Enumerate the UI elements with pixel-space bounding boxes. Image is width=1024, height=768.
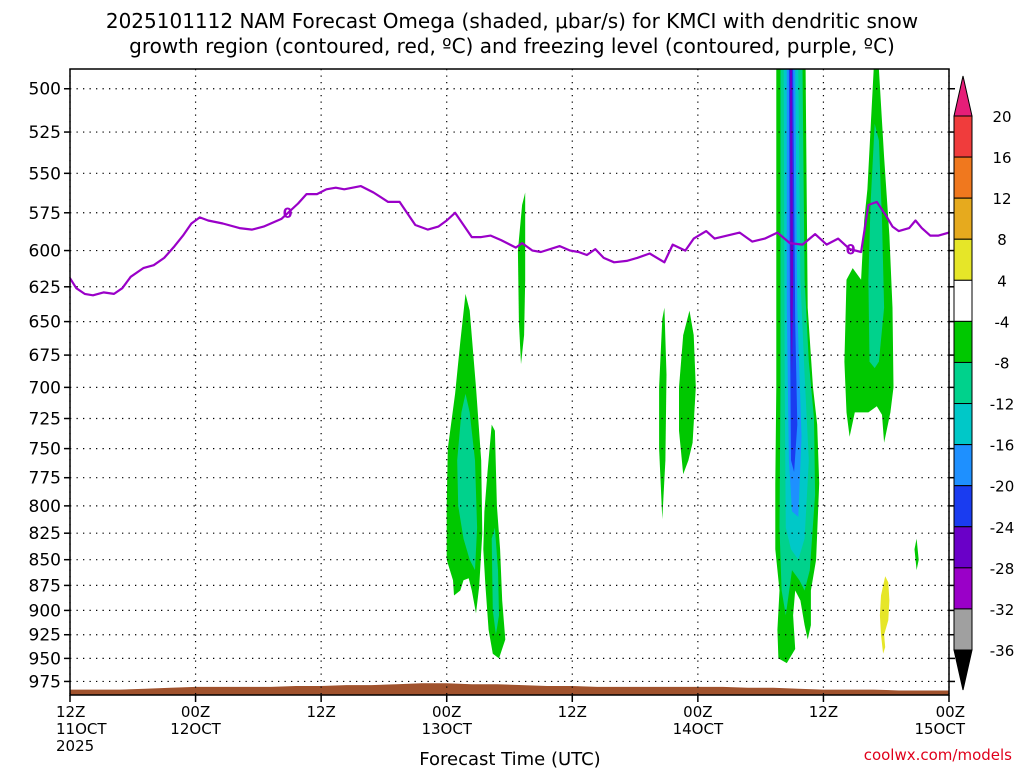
x-tick-label-60-2: 14OCT bbox=[673, 720, 724, 738]
y-tick-label-575: 575 bbox=[29, 204, 61, 224]
omega-region-3 bbox=[491, 527, 499, 635]
freezing-level-label-0: 0 bbox=[283, 206, 293, 222]
x-tick-label-12-1: 00Z bbox=[181, 703, 210, 721]
colorbar-label-0: 20 bbox=[992, 108, 1011, 126]
colorbar-bin-7 bbox=[953, 403, 973, 446]
colorbar-label-7: -12 bbox=[990, 396, 1015, 414]
colorbar-bottom-triangle bbox=[953, 649, 973, 691]
y-tick-label-700: 700 bbox=[29, 378, 61, 398]
x-tick-label-36-1: 00Z bbox=[432, 703, 461, 721]
omega-region-12 bbox=[789, 69, 794, 375]
y-tick-label-850: 850 bbox=[29, 551, 61, 571]
y-tick-label-600: 600 bbox=[29, 242, 61, 262]
omega-region-14 bbox=[868, 123, 885, 369]
colorbar-label-4: 4 bbox=[997, 272, 1007, 290]
x-tick-label-24-1: 12Z bbox=[306, 703, 335, 721]
y-tick-label-550: 550 bbox=[29, 164, 61, 184]
y-tick-label-750: 750 bbox=[29, 440, 61, 460]
y-tick-label-625: 625 bbox=[29, 278, 61, 298]
x-tick-label-0-3: 2025 bbox=[56, 737, 94, 755]
plot-frame bbox=[69, 68, 950, 696]
colorbar-bin-9 bbox=[953, 485, 973, 528]
credit-link[interactable]: coolwx.com/models bbox=[864, 746, 1012, 764]
colorbar-label-3: 8 bbox=[997, 231, 1007, 249]
colorbar: 20 16 12 8 4 -4 -8 -12 -16 -20 -24 -28 -32 -36 bbox=[953, 75, 1015, 691]
y-tick-label-650: 650 bbox=[29, 313, 61, 333]
colorbar-bin-12 bbox=[953, 608, 973, 651]
colorbar-bin-0 bbox=[953, 115, 973, 158]
colorbar-label-10: -24 bbox=[990, 519, 1015, 537]
y-tick-label-925: 925 bbox=[29, 626, 61, 646]
x-tick-label-0-1: 12Z bbox=[56, 703, 85, 721]
x-tick-label-0-2: 11OCT bbox=[56, 720, 107, 738]
colorbar-bin-10 bbox=[953, 526, 973, 569]
colorbar-label-6: -8 bbox=[995, 354, 1010, 372]
omega-region-5 bbox=[659, 307, 667, 520]
y-tick-label-900: 900 bbox=[29, 601, 61, 621]
x-tick-label-12-2: 12OCT bbox=[170, 720, 221, 738]
colorbar-bin-1 bbox=[953, 156, 973, 199]
omega-region-1 bbox=[457, 393, 478, 571]
x-tick-label-72-1: 12Z bbox=[809, 703, 838, 721]
x-tick-label-36-2: 13OCT bbox=[421, 720, 472, 738]
y-tick-label-875: 875 bbox=[29, 576, 61, 596]
colorbar-bin-6 bbox=[953, 361, 973, 405]
omega-shading-layer bbox=[446, 69, 919, 664]
omega-region-6 bbox=[679, 310, 696, 475]
chart-title-line-2: growth region (contoured, red, ºC) and f… bbox=[129, 34, 895, 58]
colorbar-bin-11 bbox=[953, 567, 973, 610]
y-tick-label-800: 800 bbox=[29, 497, 61, 517]
omega-region-16 bbox=[879, 576, 890, 654]
freezing-level-line bbox=[70, 185, 949, 297]
omega-region-13 bbox=[844, 69, 894, 443]
chart-title-line-1: 2025101112 NAM Forecast Omega (shaded, μ… bbox=[106, 9, 918, 33]
y-tick-label-525: 525 bbox=[29, 123, 61, 143]
x-tick-label-60-1: 00Z bbox=[683, 703, 712, 721]
omega-region-15 bbox=[914, 538, 919, 571]
colorbar-label-11: -28 bbox=[990, 560, 1015, 578]
freezing-level-layer: 00 bbox=[70, 185, 949, 297]
y-axis: 500 525 550 575 600 625 650 675 700 725 750 775 800 8… bbox=[29, 80, 955, 692]
y-tick-label-500: 500 bbox=[29, 80, 61, 100]
colorbar-label-5: -4 bbox=[995, 313, 1010, 331]
y-tick-label-975: 975 bbox=[29, 672, 61, 692]
x-tick-label-48-1: 12Z bbox=[558, 703, 587, 721]
y-tick-label-775: 775 bbox=[29, 469, 61, 489]
colorbar-label-12: -32 bbox=[990, 601, 1015, 619]
colorbar-label-1: 16 bbox=[992, 149, 1011, 167]
colorbar-bin-3 bbox=[953, 238, 973, 281]
colorbar-bin-5 bbox=[953, 320, 973, 363]
colorbar-bin-8 bbox=[953, 444, 973, 487]
freezing-level-label-1: 0 bbox=[846, 242, 856, 258]
x-tick-label-84-2: 15OCT bbox=[914, 720, 965, 738]
colorbar-label-13: -36 bbox=[990, 642, 1015, 660]
colorbar-bin-2 bbox=[953, 197, 973, 240]
colorbar-bin-4 bbox=[953, 279, 973, 322]
terrain-layer bbox=[70, 683, 949, 695]
colorbar-label-9: -20 bbox=[990, 478, 1015, 496]
terrain-fill bbox=[70, 683, 949, 695]
colorbar-label-8: -16 bbox=[990, 437, 1015, 455]
y-tick-label-675: 675 bbox=[29, 346, 61, 366]
y-tick-label-725: 725 bbox=[29, 410, 61, 430]
x-axis-title: Forecast Time (UTC) bbox=[419, 749, 600, 768]
x-tick-label-84-1: 00Z bbox=[936, 703, 965, 721]
y-tick-label-950: 950 bbox=[29, 649, 61, 669]
y-tick-label-825: 825 bbox=[29, 524, 61, 544]
colorbar-label-2: 12 bbox=[992, 190, 1011, 208]
